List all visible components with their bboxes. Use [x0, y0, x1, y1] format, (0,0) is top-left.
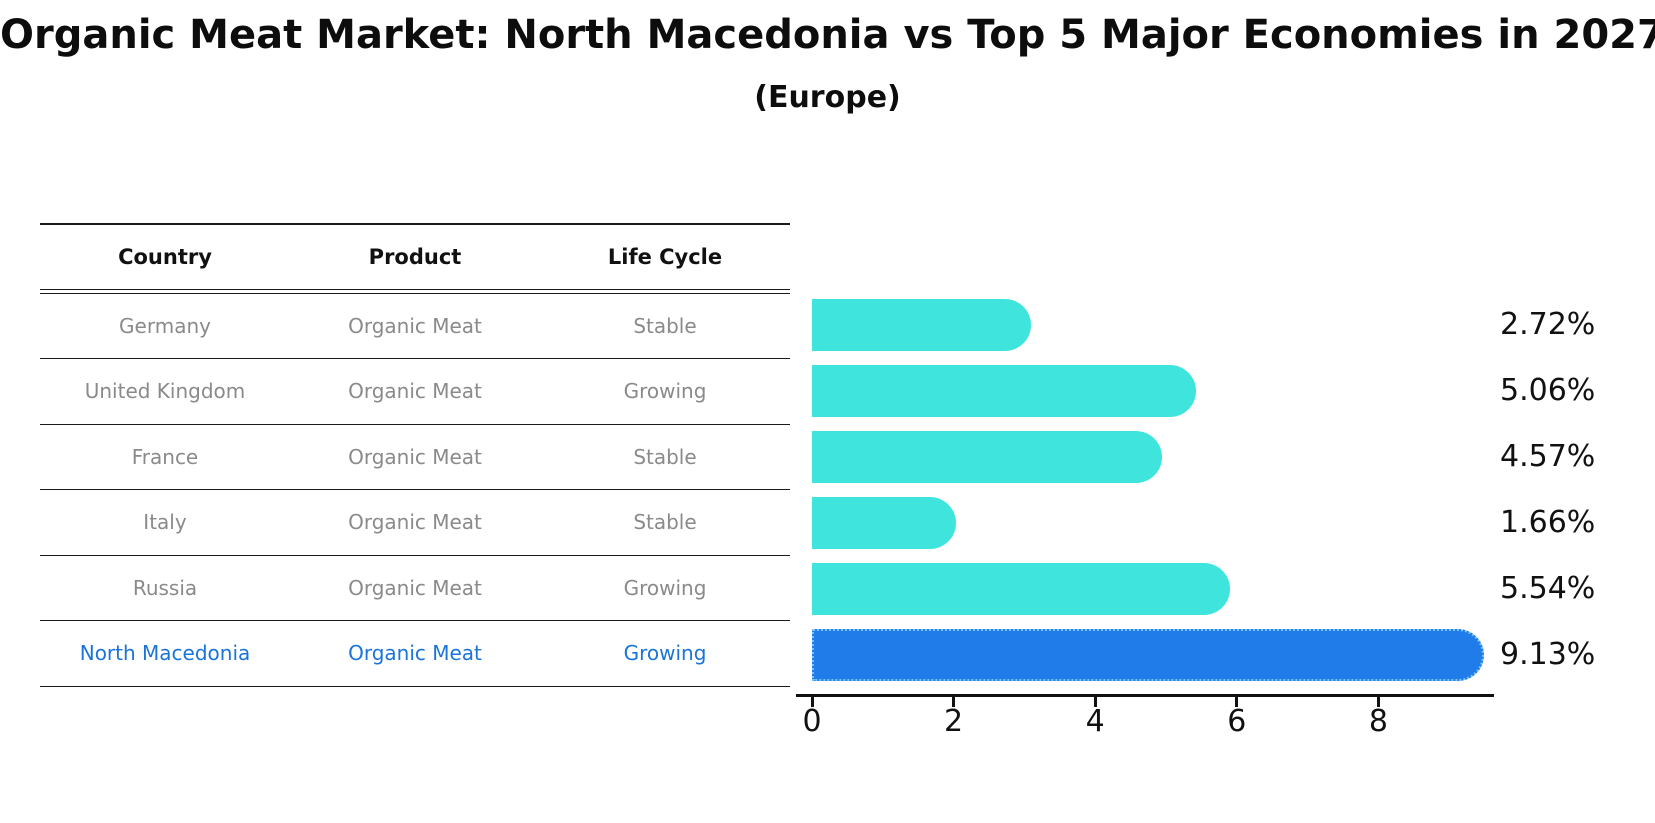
- table-row-united-kingdom: United Kingdom Organic Meat Growing: [40, 359, 790, 425]
- cell-product-italy: Organic Meat: [348, 510, 482, 535]
- cell-life-cycle-north-macedonia: Growing: [623, 641, 707, 666]
- value-label-north-macedonia: 9.13%: [1500, 637, 1596, 672]
- bar-germany: [812, 299, 1031, 351]
- bar-france: [812, 431, 1162, 483]
- x-axis-tick-6: [1235, 697, 1239, 707]
- chart-subtitle: (Europe): [754, 80, 901, 115]
- column-header-product: Product: [368, 245, 462, 269]
- cell-country-france: France: [131, 444, 199, 469]
- cell-country-italy: Italy: [143, 510, 187, 535]
- comparison-table: Country Product Life Cycle Germany Organic M…: [40, 223, 790, 687]
- cell-life-cycle-united-kingdom: Growing: [623, 379, 707, 404]
- bar-united-kingdom: [812, 365, 1197, 417]
- value-label-italy: 1.66%: [1500, 505, 1596, 540]
- cell-product-united-kingdom: Organic Meat: [348, 379, 482, 404]
- table-row-russia: Russia Organic Meat Growing: [40, 556, 790, 621]
- cell-country-north-macedonia: North Macedonia: [79, 641, 251, 666]
- x-axis-tick-label-6: 6: [1227, 704, 1247, 739]
- x-axis-tick-0: [810, 697, 814, 707]
- x-axis-tick-label-8: 8: [1368, 704, 1388, 739]
- cell-country-united-kingdom: United Kingdom: [84, 379, 246, 404]
- column-header-life-cycle: Life Cycle: [607, 245, 723, 269]
- header-double-rule: [40, 290, 790, 294]
- cell-country-russia: Russia: [132, 575, 198, 600]
- chart-title: Organic Meat Market: North Macedonia vs …: [0, 12, 1655, 58]
- x-axis-tick-4: [1093, 697, 1097, 707]
- cell-product-france: Organic Meat: [348, 444, 482, 469]
- cell-product-russia: Organic Meat: [348, 575, 482, 600]
- value-label-germany: 2.72%: [1500, 307, 1596, 342]
- cell-life-cycle-russia: Growing: [623, 575, 707, 600]
- x-axis-tick-2: [952, 697, 956, 707]
- x-axis-tick-label-0: 0: [802, 704, 822, 739]
- bar-north-macedonia: [812, 629, 1485, 681]
- bar-italy: [812, 497, 956, 549]
- table-row-france: France Organic Meat Stable: [40, 425, 790, 490]
- value-label-united-kingdom: 5.06%: [1500, 373, 1596, 408]
- table-row-north-macedonia: North Macedonia Organic Meat Growing: [40, 621, 790, 687]
- cell-country-germany: Germany: [119, 313, 211, 338]
- cell-product-germany: Organic Meat: [348, 313, 482, 338]
- table-row-germany: Germany Organic Meat Stable: [40, 294, 790, 359]
- value-label-russia: 5.54%: [1500, 571, 1596, 606]
- cell-life-cycle-italy: Stable: [633, 510, 697, 535]
- x-axis-line: [796, 694, 1494, 697]
- x-axis-tick-label-2: 2: [944, 704, 964, 739]
- cell-life-cycle-france: Stable: [633, 444, 697, 469]
- cell-life-cycle-germany: Stable: [633, 313, 697, 338]
- table-row-italy: Italy Organic Meat Stable: [40, 490, 790, 556]
- table-header-row: Country Product Life Cycle: [40, 225, 790, 290]
- column-header-country: Country: [118, 245, 212, 269]
- value-label-france: 4.57%: [1500, 439, 1596, 474]
- cell-product-north-macedonia: Organic Meat: [348, 641, 482, 666]
- x-axis-tick-8: [1376, 697, 1380, 707]
- x-axis-tick-label-4: 4: [1085, 704, 1105, 739]
- bar-russia: [812, 563, 1231, 615]
